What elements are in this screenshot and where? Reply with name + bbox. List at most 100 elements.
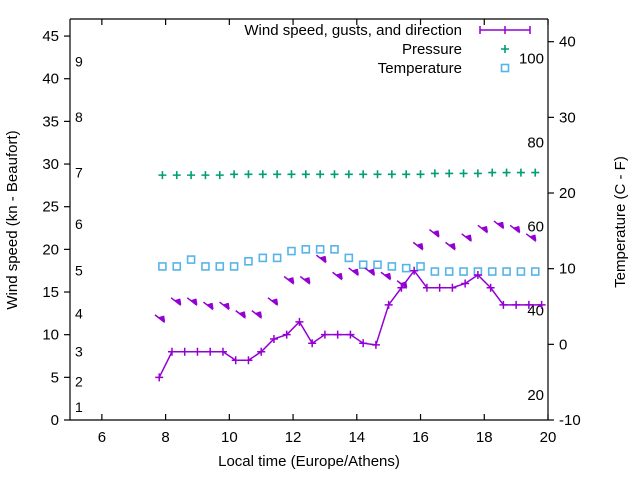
beaufort-label: 7 xyxy=(75,165,83,181)
temperature-point xyxy=(401,263,411,273)
wind-speed-point xyxy=(537,300,546,309)
temperature-point xyxy=(301,245,311,254)
wind-direction-arrow xyxy=(202,301,214,311)
beaufort-label: 3 xyxy=(75,344,83,360)
y-tick-label: 25 xyxy=(42,199,59,216)
y2-tick-label: 40 xyxy=(559,34,576,51)
temperature-point xyxy=(315,245,325,254)
pressure-point xyxy=(273,170,282,179)
beaufort-scale-labels: 1 2 3 4 5 6 7 8 9 xyxy=(75,54,83,416)
wind-speed-point xyxy=(371,340,380,349)
x-tick-label: 6 xyxy=(98,429,106,446)
legend-label-0: Wind speed, gusts, and direction xyxy=(244,22,462,39)
wind-speed-point xyxy=(167,347,176,356)
temperature-point xyxy=(358,260,368,270)
wind-speed-point xyxy=(282,330,291,339)
y-tick-label: 20 xyxy=(42,241,59,258)
wind-direction-arrow xyxy=(154,314,166,324)
pressure-point xyxy=(430,169,439,178)
x-tick-label: 14 xyxy=(348,429,365,446)
wind-speed-point xyxy=(218,347,227,356)
wind-speed-point xyxy=(244,356,253,365)
y2-tick-label: 10 xyxy=(559,261,576,278)
temperature-point xyxy=(530,267,540,276)
y-tick-label: 35 xyxy=(42,113,59,130)
wind-speed-point xyxy=(320,330,329,339)
pressure-point xyxy=(402,170,411,179)
pressure-point xyxy=(172,171,181,180)
wind-direction-arrow xyxy=(461,233,472,243)
x-tick-label: 10 xyxy=(221,429,238,446)
legend-marker-temperature xyxy=(500,63,510,73)
wind-direction-arrow xyxy=(428,228,440,239)
temperature-point xyxy=(244,257,253,266)
pressure-point xyxy=(201,171,210,180)
pressure-point xyxy=(445,169,454,178)
wind-speed-point xyxy=(359,339,368,348)
pressure-point xyxy=(416,170,425,179)
pressure-point xyxy=(473,169,482,178)
fahrenheit-label: 20 xyxy=(527,387,544,404)
x-axis-title: Local time (Europe/Athens) xyxy=(218,453,400,470)
pressure-point xyxy=(187,171,196,180)
pressure-point xyxy=(344,170,353,179)
temperature-point xyxy=(502,267,511,276)
pressure-point xyxy=(158,171,167,180)
temperature-point xyxy=(416,262,425,271)
y2-tick-label: 0 xyxy=(559,336,567,353)
wind-speed-point xyxy=(448,283,457,292)
pressure-point xyxy=(215,171,224,180)
y2-tick-label: -10 xyxy=(559,412,581,429)
y-axis-right-celsius: -10 0 10 20 30 40 xyxy=(548,34,581,429)
fahrenheit-label: 40 xyxy=(527,303,544,320)
pressure-point xyxy=(502,168,511,177)
wind-speed-point xyxy=(333,330,342,339)
beaufort-label: 2 xyxy=(75,374,83,390)
temperature-point xyxy=(444,267,454,276)
temperature-point xyxy=(344,253,354,263)
y-tick-label: 30 xyxy=(42,156,59,173)
series-wind-direction-arrows xyxy=(154,220,537,324)
pressure-point xyxy=(531,168,540,177)
temperature-point xyxy=(387,262,397,271)
temperature-point xyxy=(215,262,225,271)
wind-speed-point xyxy=(295,317,304,326)
beaufort-label: 4 xyxy=(75,305,83,321)
pressure-point xyxy=(330,170,339,179)
temperature-point xyxy=(186,255,196,264)
wind-speed-point xyxy=(397,283,406,292)
temperature-point xyxy=(330,245,339,254)
wind-direction-arrow xyxy=(348,267,359,277)
pressure-point xyxy=(316,170,325,179)
series-pressure xyxy=(158,168,540,180)
legend-marker-pressure xyxy=(501,45,509,53)
wind-speed-point xyxy=(308,339,317,348)
legend-label-1: Pressure xyxy=(402,41,462,58)
beaufort-label: 5 xyxy=(75,263,83,279)
wind-direction-arrow xyxy=(299,275,311,285)
beaufort-label: 8 xyxy=(75,109,83,125)
fahrenheit-label: 100 xyxy=(519,51,544,68)
wind-direction-arrow xyxy=(396,280,408,290)
pressure-point xyxy=(387,170,396,179)
pressure-point xyxy=(373,170,382,179)
series-temperature xyxy=(158,245,540,276)
wind-speed-point xyxy=(422,283,431,292)
wind-speed-point xyxy=(512,300,521,309)
wind-direction-arrow xyxy=(364,267,376,277)
legend-label-2: Temperature xyxy=(378,60,462,77)
beaufort-label: 6 xyxy=(75,216,83,232)
fahrenheit-label: 60 xyxy=(527,219,544,236)
temperature-point xyxy=(272,253,282,263)
temperature-point xyxy=(258,253,268,263)
wind-direction-arrow xyxy=(332,271,343,281)
wind-speed-point xyxy=(486,283,495,292)
y-tick-label: 10 xyxy=(42,327,59,344)
wind-direction-arrow xyxy=(412,241,424,251)
wind-direction-arrow xyxy=(445,241,456,251)
temperature-point xyxy=(201,262,210,271)
y-tick-label: 0 xyxy=(51,412,59,429)
wind-speed-point xyxy=(180,347,189,356)
pressure-point xyxy=(459,169,468,178)
beaufort-label: 1 xyxy=(75,399,83,415)
